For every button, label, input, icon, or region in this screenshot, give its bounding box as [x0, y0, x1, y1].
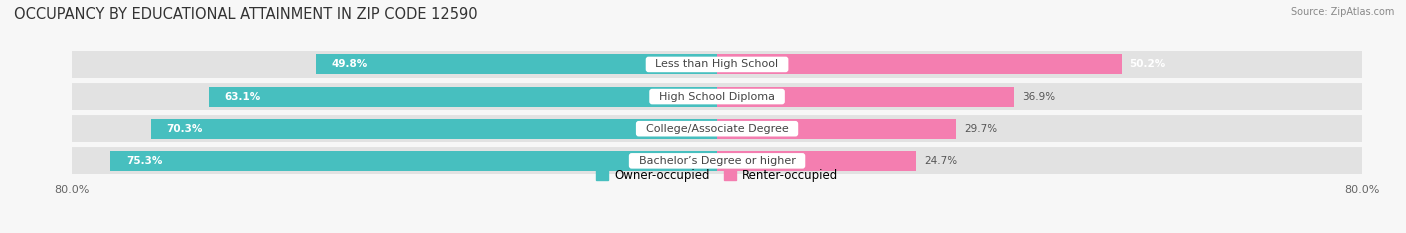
Text: 49.8%: 49.8%	[332, 59, 368, 69]
Bar	[316, 55, 717, 74]
Bar	[110, 151, 717, 171]
Bar	[72, 115, 1362, 142]
Bar	[150, 119, 717, 139]
Text: 50.2%: 50.2%	[1129, 59, 1166, 69]
Text: College/Associate Degree: College/Associate Degree	[638, 124, 796, 134]
Text: High School Diploma: High School Diploma	[652, 92, 782, 102]
Bar	[72, 51, 1362, 78]
Bar	[717, 55, 1122, 74]
Bar	[717, 119, 956, 139]
Text: Bachelor’s Degree or higher: Bachelor’s Degree or higher	[631, 156, 803, 166]
Text: 75.3%: 75.3%	[127, 156, 163, 166]
Text: 70.3%: 70.3%	[167, 124, 202, 134]
Text: Source: ZipAtlas.com: Source: ZipAtlas.com	[1291, 7, 1395, 17]
Bar	[717, 87, 1014, 106]
Bar	[72, 147, 1362, 174]
Bar	[717, 151, 917, 171]
Text: 29.7%: 29.7%	[965, 124, 998, 134]
Legend: Owner-occupied, Renter-occupied: Owner-occupied, Renter-occupied	[592, 164, 842, 187]
Text: 63.1%: 63.1%	[225, 92, 262, 102]
Text: OCCUPANCY BY EDUCATIONAL ATTAINMENT IN ZIP CODE 12590: OCCUPANCY BY EDUCATIONAL ATTAINMENT IN Z…	[14, 7, 478, 22]
Bar	[208, 87, 717, 106]
Text: 24.7%: 24.7%	[924, 156, 957, 166]
Text: 36.9%: 36.9%	[1022, 92, 1056, 102]
Text: Less than High School: Less than High School	[648, 59, 786, 69]
Bar	[72, 83, 1362, 110]
